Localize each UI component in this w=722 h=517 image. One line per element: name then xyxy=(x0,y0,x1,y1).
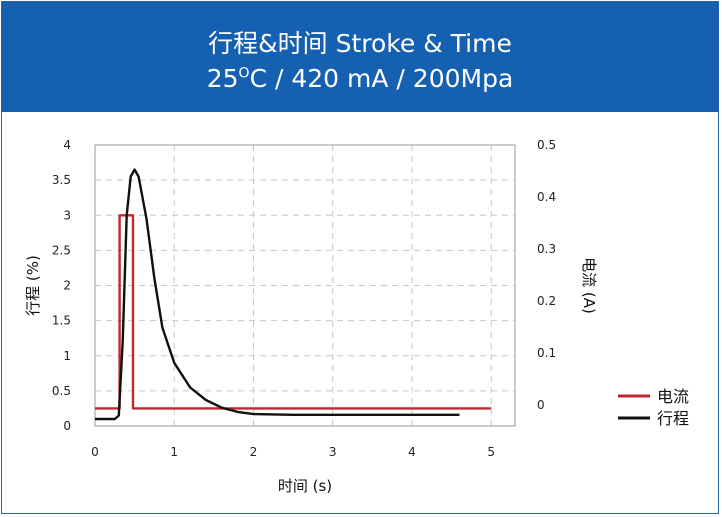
y-left-tick-label-7: 3.5 xyxy=(52,173,71,187)
title-banner: 行程&时间 Stroke & Time 25OC / 420 mA / 200M… xyxy=(2,2,718,112)
y-left-tick-label-6: 3 xyxy=(63,208,71,222)
series-line-0 xyxy=(95,214,492,410)
x-tick-label-3: 3 xyxy=(329,445,337,459)
y-left-tick-label-2: 1 xyxy=(63,349,71,363)
x-tick-label-1: 1 xyxy=(170,445,178,459)
y-right-tick-label-0: 0 xyxy=(537,398,545,412)
y-right-tick-label-3: 0.3 xyxy=(537,242,556,256)
x-axis-title: 时间 (s) xyxy=(278,477,332,495)
y-left-tick-label-3: 1.5 xyxy=(52,314,71,328)
y-right-tick-label-4: 0.4 xyxy=(537,190,556,204)
y-left-tick-label-4: 2 xyxy=(63,279,71,293)
y-left-tick-label-0: 0 xyxy=(63,419,71,433)
legend-label-0: 电流 xyxy=(657,387,689,406)
y-right-tick-label-2: 0.2 xyxy=(537,294,556,308)
chart-title: 行程&时间 Stroke & Time xyxy=(208,29,512,58)
y-right-tick-label-1: 0.1 xyxy=(537,346,556,360)
subtitle-pre: 25 xyxy=(206,64,239,93)
y-left-tick-label-8: 4 xyxy=(63,138,71,152)
x-tick-label-4: 4 xyxy=(408,445,416,459)
x-tick-label-5: 5 xyxy=(487,445,495,459)
y-left-tick-label-5: 2.5 xyxy=(52,243,71,257)
subtitle-post: C / 420 mA / 200Mpa xyxy=(249,64,514,93)
plot-border xyxy=(94,144,516,427)
series-line-1 xyxy=(95,168,460,421)
y-left-tick-label-1: 0.5 xyxy=(52,384,71,398)
y-right-tick-label-5: 0.5 xyxy=(537,138,556,152)
x-tick-label-2: 2 xyxy=(250,445,258,459)
legend-label-1: 行程 xyxy=(657,409,689,428)
y-right-axis-title: 电流 (A) xyxy=(580,257,598,314)
y-left-axis-title: 行程 (%) xyxy=(24,255,42,316)
chart-subtitle: 25OC / 420 mA / 200Mpa xyxy=(2,64,718,93)
subtitle-degree: O xyxy=(238,65,250,82)
x-tick-label-0: 0 xyxy=(91,445,99,459)
